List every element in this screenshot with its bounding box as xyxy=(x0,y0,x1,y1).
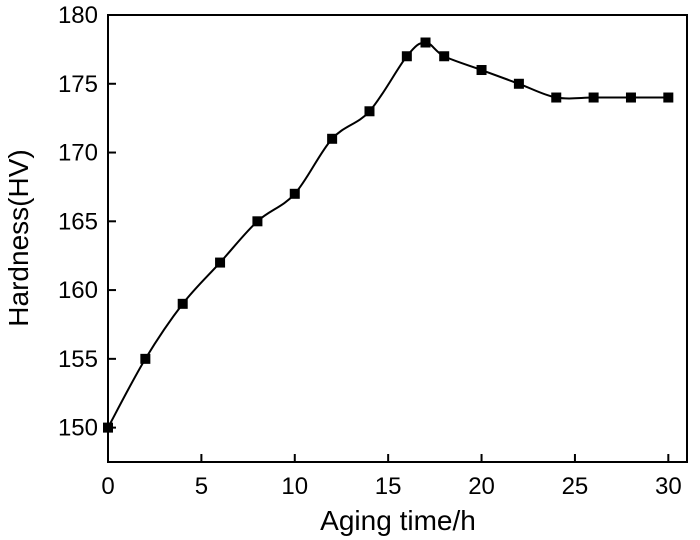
data-point xyxy=(625,92,636,103)
y-tick-label: 180 xyxy=(58,2,98,29)
data-point xyxy=(513,78,524,89)
x-axis-ticks: 0 5 10 15 20 25 30 xyxy=(101,454,682,500)
data-point xyxy=(401,51,412,62)
y-tick-label: 175 xyxy=(58,71,98,98)
data-point xyxy=(327,133,338,144)
x-tick-label: 25 xyxy=(562,473,589,500)
y-tick-label: 170 xyxy=(58,140,98,167)
data-point xyxy=(289,188,300,199)
y-tick-label: 150 xyxy=(58,415,98,442)
data-point xyxy=(476,65,487,76)
y-axis-ticks: 150 155 160 165 170 175 180 xyxy=(58,2,116,442)
data-point xyxy=(252,216,263,227)
data-point xyxy=(103,422,113,433)
x-tick-label: 0 xyxy=(101,473,114,500)
y-tick-label: 155 xyxy=(58,346,98,373)
series-markers xyxy=(103,37,674,433)
data-point xyxy=(663,92,674,103)
x-tick-label: 15 xyxy=(375,473,402,500)
x-tick-label: 30 xyxy=(655,473,682,500)
data-point xyxy=(420,37,431,48)
x-tick-label: 10 xyxy=(281,473,308,500)
data-point xyxy=(215,257,226,268)
y-tick-label: 165 xyxy=(58,208,98,235)
data-point xyxy=(439,51,450,62)
x-axis-label: Aging time/h xyxy=(320,505,476,536)
plot-area: 0 5 10 15 20 25 30 150 155 160 165 170 175 180 xyxy=(58,2,688,500)
x-tick-label: 20 xyxy=(468,473,495,500)
y-axis-label: Hardness(HV) xyxy=(3,149,34,326)
data-point xyxy=(364,106,375,117)
plot-frame xyxy=(107,14,688,463)
data-point xyxy=(140,353,151,364)
data-point xyxy=(177,298,188,309)
y-tick-label: 160 xyxy=(58,277,98,304)
x-tick-label: 5 xyxy=(195,473,208,500)
data-point xyxy=(588,92,599,103)
series-line xyxy=(107,41,669,429)
data-point xyxy=(551,92,562,103)
